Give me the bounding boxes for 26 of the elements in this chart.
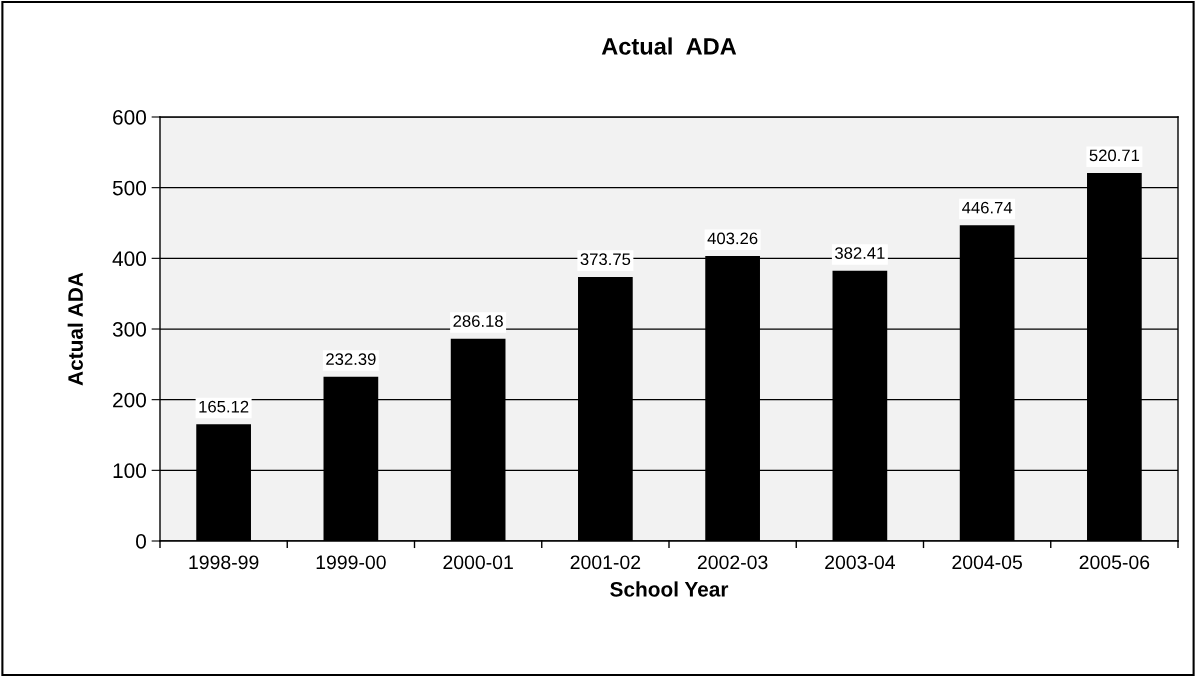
x-axis-title: School Year	[610, 581, 729, 597]
data-label: 165.12	[199, 400, 249, 413]
x-tick-label: 2002-03	[697, 555, 768, 570]
y-tick-label: 0	[136, 534, 146, 549]
x-tick-label: 2000-01	[443, 555, 513, 570]
data-label: 403.26	[707, 232, 758, 245]
data-label: 232.39	[326, 353, 376, 365]
y-tick-label: 200	[113, 392, 146, 408]
x-tick-label: 2004-05	[952, 555, 1022, 570]
x-tick-label: 1998-99	[189, 555, 259, 570]
chart-title: Actual ADA	[601, 37, 737, 55]
data-label: 446.74	[962, 201, 1013, 214]
y-tick-label: 600	[113, 110, 146, 125]
x-tick-label: 2003-04	[825, 555, 895, 570]
y-tick-label: 100	[113, 463, 146, 479]
y-tick-label: 400	[112, 251, 146, 267]
x-tick-label: 2001-02	[570, 555, 641, 570]
y-tick-label: 300	[112, 322, 146, 337]
x-tick-label: 1999-00	[316, 555, 386, 570]
data-label: 373.75	[580, 253, 631, 266]
y-axis-title: Actual ADA	[67, 272, 83, 386]
data-label: 286.18	[453, 315, 503, 327]
data-label: 520.71	[1089, 149, 1140, 162]
y-tick-label: 500	[112, 180, 146, 196]
data-label: 382.41	[835, 247, 885, 259]
x-tick-label: 2005-06	[1079, 555, 1150, 570]
